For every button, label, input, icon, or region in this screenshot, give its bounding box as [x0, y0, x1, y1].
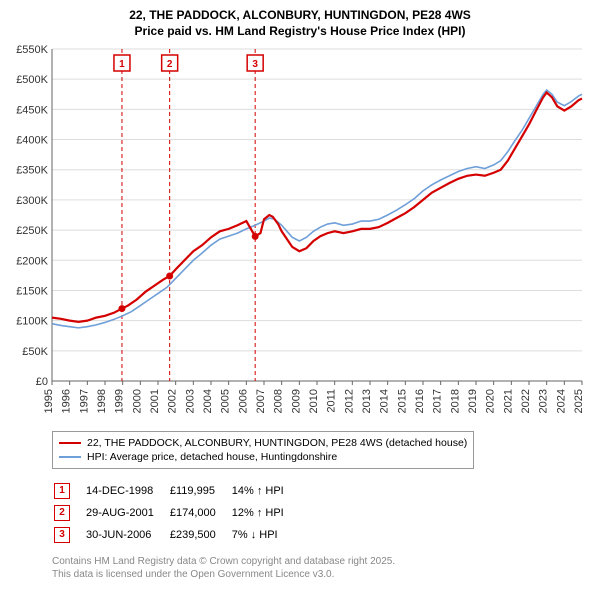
marker-row: 2 29-AUG-2001£174,00012% ↑ HPI: [54, 503, 298, 523]
x-tick-label: 2002: [167, 389, 179, 413]
marker-date: 29-AUG-2001: [86, 503, 168, 523]
x-tick-label: 2004: [202, 389, 214, 413]
series-property: [52, 93, 582, 322]
title-block: 22, THE PADDOCK, ALCONBURY, HUNTINGDON, …: [10, 8, 590, 39]
title-line2: Price paid vs. HM Land Registry's House …: [10, 24, 590, 40]
marker-date: 30-JUN-2006: [86, 525, 168, 545]
x-tick-label: 2003: [184, 389, 196, 413]
footnote-line2: This data is licensed under the Open Gov…: [52, 568, 590, 581]
y-tick-label: £450K: [16, 105, 48, 117]
x-tick-label: 2011: [326, 389, 338, 413]
x-tick-label: 2015: [396, 389, 408, 413]
title-line1: 22, THE PADDOCK, ALCONBURY, HUNTINGDON, …: [10, 8, 590, 24]
marker-delta: 14% ↑ HPI: [232, 481, 298, 501]
sale-point-1: [118, 305, 125, 312]
footnote: Contains HM Land Registry data © Crown c…: [52, 555, 590, 581]
x-tick-label: 1999: [114, 389, 126, 413]
x-tick-label: 1998: [96, 389, 108, 413]
x-tick-label: 1995: [43, 389, 55, 413]
sale-point-3: [252, 233, 259, 240]
legend-row: HPI: Average price, detached house, Hunt…: [59, 450, 467, 464]
chart-area: £0 £50K £100K £150K £200K £250K £300K £350K £400…: [10, 45, 590, 425]
y-tick-label: £50K: [22, 346, 48, 358]
chart-svg: £0 £50K £100K £150K £200K £250K £300K £350K £400…: [10, 45, 590, 425]
chart-container: 22, THE PADDOCK, ALCONBURY, HUNTINGDON, …: [0, 0, 600, 590]
legend-swatch: [59, 442, 81, 444]
y-tick-label: £400K: [16, 135, 48, 147]
y-tick-label: £0: [36, 376, 48, 388]
x-tick-label: 2020: [485, 389, 497, 413]
svg-text:1: 1: [119, 59, 125, 70]
footnote-line1: Contains HM Land Registry data © Crown c…: [52, 555, 590, 568]
legend-row: 22, THE PADDOCK, ALCONBURY, HUNTINGDON, …: [59, 436, 467, 450]
sale-point-2: [166, 273, 173, 280]
svg-text:3: 3: [252, 59, 258, 70]
marker-delta: 7% ↓ HPI: [232, 525, 298, 545]
markers-table-body: 1 14-DEC-1998£119,99514% ↑ HPI 2 29-AUG-200…: [54, 481, 298, 545]
marker-price: £174,000: [170, 503, 230, 523]
marker-delta: 12% ↑ HPI: [232, 503, 298, 523]
marker-badge: 1: [54, 483, 70, 499]
x-tick-label: 2019: [467, 389, 479, 413]
marker-date: 14-DEC-1998: [86, 481, 168, 501]
legend-label: HPI: Average price, detached house, Hunt…: [87, 451, 337, 463]
y-tick-label: £200K: [16, 255, 48, 267]
marker-badge: 3: [54, 527, 70, 543]
x-tick-label: 2009: [290, 389, 302, 413]
x-tick-label: 2017: [432, 389, 444, 413]
markers-table: 1 14-DEC-1998£119,99514% ↑ HPI 2 29-AUG-200…: [52, 479, 300, 547]
x-tick-label: 2014: [379, 389, 391, 413]
marker-price: £119,995: [170, 481, 230, 501]
x-tick-label: 2021: [502, 389, 514, 413]
y-tick-label: £100K: [16, 316, 48, 328]
marker-row: 1 14-DEC-1998£119,99514% ↑ HPI: [54, 481, 298, 501]
x-tick-label: 2001: [149, 389, 161, 413]
x-tick-label: 2000: [131, 389, 143, 413]
y-tick-label: £500K: [16, 74, 48, 86]
legend-box: 22, THE PADDOCK, ALCONBURY, HUNTINGDON, …: [52, 431, 474, 469]
x-tick-label: 2018: [449, 389, 461, 413]
x-tick-label: 2023: [538, 389, 550, 413]
x-tick-label: 2022: [520, 389, 532, 413]
x-tick-label: 2010: [308, 389, 320, 413]
legend-swatch: [59, 456, 81, 458]
marker-badge: 2: [54, 505, 70, 521]
legend-label: 22, THE PADDOCK, ALCONBURY, HUNTINGDON, …: [87, 437, 467, 449]
y-tick-label: £550K: [16, 45, 48, 56]
x-tick-label: 1996: [61, 389, 73, 413]
marker-price: £239,500: [170, 525, 230, 545]
y-tick-label: £150K: [16, 286, 48, 298]
y-tick-label: £300K: [16, 195, 48, 207]
x-tick-label: 2006: [237, 389, 249, 413]
x-tick-label: 2024: [555, 389, 567, 413]
x-tick-label: 2025: [573, 389, 585, 413]
marker-row: 3 30-JUN-2006£239,5007% ↓ HPI: [54, 525, 298, 545]
y-tick-label: £250K: [16, 225, 48, 237]
x-tick-label: 2007: [255, 389, 267, 413]
x-tick-label: 2005: [220, 389, 232, 413]
y-tick-label: £350K: [16, 165, 48, 177]
svg-text:2: 2: [167, 59, 173, 70]
x-tick-label: 2008: [273, 389, 285, 413]
x-tick-label: 1997: [78, 389, 90, 413]
x-tick-label: 2013: [361, 389, 373, 413]
x-tick-label: 2016: [414, 389, 426, 413]
series-hpi: [52, 90, 582, 328]
x-tick-label: 2012: [343, 389, 355, 413]
